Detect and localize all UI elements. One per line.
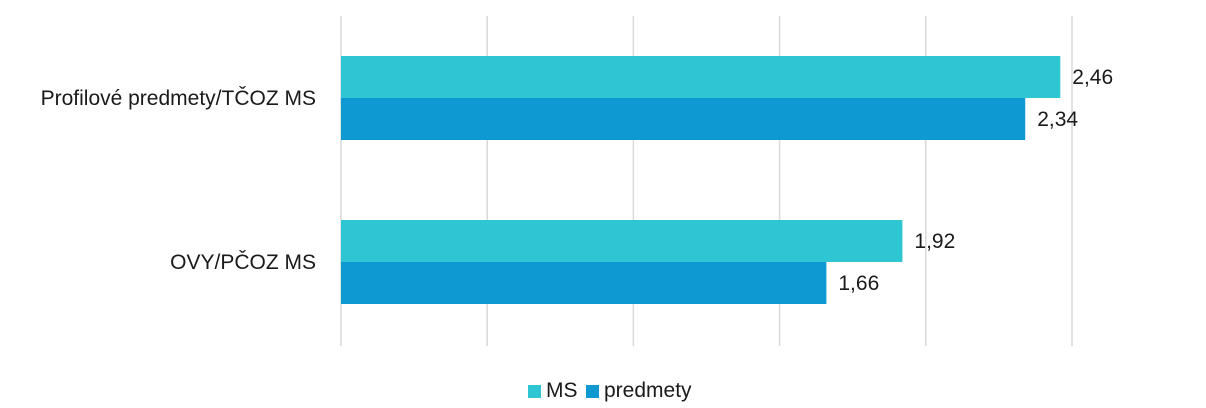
- legend-entry[interactable]: MS: [546, 379, 578, 402]
- data-label: 2,34: [1037, 108, 1078, 131]
- bar-predmety: [341, 98, 1026, 140]
- category-label: OVY/PČOZ MS: [170, 251, 316, 274]
- legend-swatch: [528, 385, 541, 398]
- bar-predmety: [341, 262, 827, 304]
- bar-MS: [341, 220, 903, 262]
- legend-swatch: [586, 385, 599, 398]
- category-labels: Profilové predmety/TČOZ MS OVY/PČOZ MS: [41, 87, 316, 274]
- legend[interactable]: MS predmety: [528, 379, 692, 402]
- bars: [341, 56, 1061, 304]
- data-label: 2,46: [1072, 66, 1113, 89]
- data-labels: 2,46 2,34 1,92 1,66: [838, 66, 1113, 295]
- data-label: 1,66: [838, 272, 879, 295]
- data-label: 1,92: [914, 230, 955, 253]
- bar-MS: [341, 56, 1061, 98]
- legend-entry[interactable]: predmety: [604, 379, 692, 402]
- category-label: Profilové predmety/TČOZ MS: [41, 87, 316, 110]
